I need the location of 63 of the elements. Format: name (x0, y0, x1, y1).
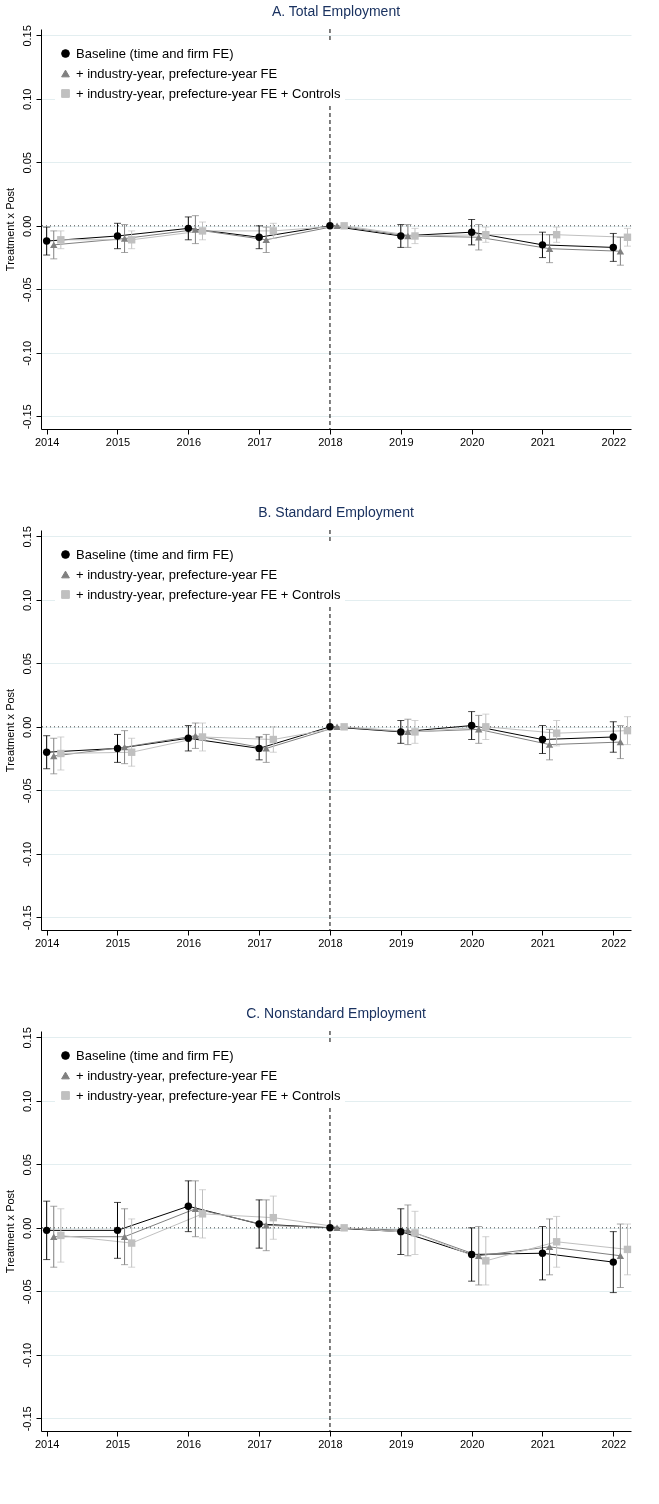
chart-title: C. Nonstandard Employment (246, 1004, 426, 1021)
y-tick-label: 0.10 (20, 88, 33, 111)
x-tick-label: 2015 (105, 936, 131, 949)
x-tick-label: 2015 (105, 435, 131, 448)
legend-label: + industry-year, prefecture-year FE + Controls (76, 586, 341, 602)
x-tick-label: 2018 (318, 1437, 343, 1450)
y-tick-label: 0.00 (20, 1217, 33, 1240)
legend-label: + industry-year, prefecture-year FE (76, 566, 278, 582)
y-tick-label: 0.05 (20, 653, 33, 675)
y-tick-label: -0.15 (20, 404, 33, 430)
x-tick-label: 2021 (530, 435, 556, 448)
legend-label: Baseline (time and firm FE) (76, 1047, 234, 1063)
y-axis-title: Treatment x Post (3, 688, 16, 773)
legend-label: Baseline (time and firm FE) (76, 546, 234, 562)
legend-label: + industry-year, prefecture-year FE (76, 65, 278, 81)
y-tick-label: -0.10 (20, 841, 33, 867)
legend-label: + industry-year, prefecture-year FE + Controls (76, 85, 341, 101)
y-tick-label: 0.00 (20, 716, 33, 739)
y-axis-title: Treatment x Post (3, 1189, 16, 1274)
chart-title: A. Total Employment (271, 2, 401, 19)
x-tick-label: 2016 (176, 936, 202, 949)
x-tick-label: 2017 (247, 936, 272, 949)
x-tick-label: 2017 (247, 1437, 272, 1450)
x-tick-label: 2020 (459, 936, 485, 949)
y-tick-label: 0.10 (20, 589, 33, 612)
y-tick-label: 0.05 (20, 152, 33, 174)
x-tick-label: 2016 (176, 1437, 202, 1450)
x-tick-label: 2020 (459, 1437, 485, 1450)
x-tick-label: 2015 (105, 1437, 131, 1450)
x-tick-label: 2017 (247, 435, 272, 448)
legend-label: + industry-year, prefecture-year FE (76, 1067, 278, 1083)
legend-label: Baseline (time and firm FE) (76, 45, 234, 61)
y-tick-label: -0.10 (20, 340, 33, 366)
x-tick-label: 2014 (34, 435, 60, 448)
y-tick-label: -0.10 (20, 1342, 33, 1368)
y-tick-label: 0.15 (20, 25, 33, 47)
x-tick-label: 2021 (530, 1437, 556, 1450)
y-tick-label: -0.15 (20, 1406, 33, 1432)
x-tick-label: 2020 (459, 435, 485, 448)
legend-label: + industry-year, prefecture-year FE + Controls (76, 1087, 341, 1103)
x-tick-label: 2019 (389, 435, 414, 448)
chart-title: B. Standard Employment (258, 503, 414, 520)
y-axis-title: Treatment x Post (3, 187, 16, 272)
x-tick-label: 2018 (318, 435, 343, 448)
y-tick-label: -0.05 (20, 277, 33, 303)
y-tick-label: 0.15 (20, 1027, 33, 1049)
x-tick-label: 2016 (176, 435, 202, 448)
x-tick-label: 2022 (601, 435, 627, 448)
y-tick-label: 0.15 (20, 526, 33, 548)
x-tick-label: 2018 (318, 936, 343, 949)
y-tick-label: 0.10 (20, 1090, 33, 1113)
x-tick-label: 2014 (34, 936, 60, 949)
x-tick-label: 2019 (389, 936, 414, 949)
x-tick-label: 2019 (389, 1437, 414, 1450)
y-tick-label: -0.05 (20, 778, 33, 804)
x-tick-label: 2014 (34, 1437, 60, 1450)
x-tick-label: 2022 (601, 936, 627, 949)
y-tick-label: 0.00 (20, 215, 33, 238)
y-tick-label: -0.15 (20, 905, 33, 931)
x-tick-label: 2022 (601, 1437, 627, 1450)
y-tick-label: -0.05 (20, 1279, 33, 1305)
x-tick-label: 2021 (530, 936, 556, 949)
y-tick-label: 0.05 (20, 1154, 33, 1176)
